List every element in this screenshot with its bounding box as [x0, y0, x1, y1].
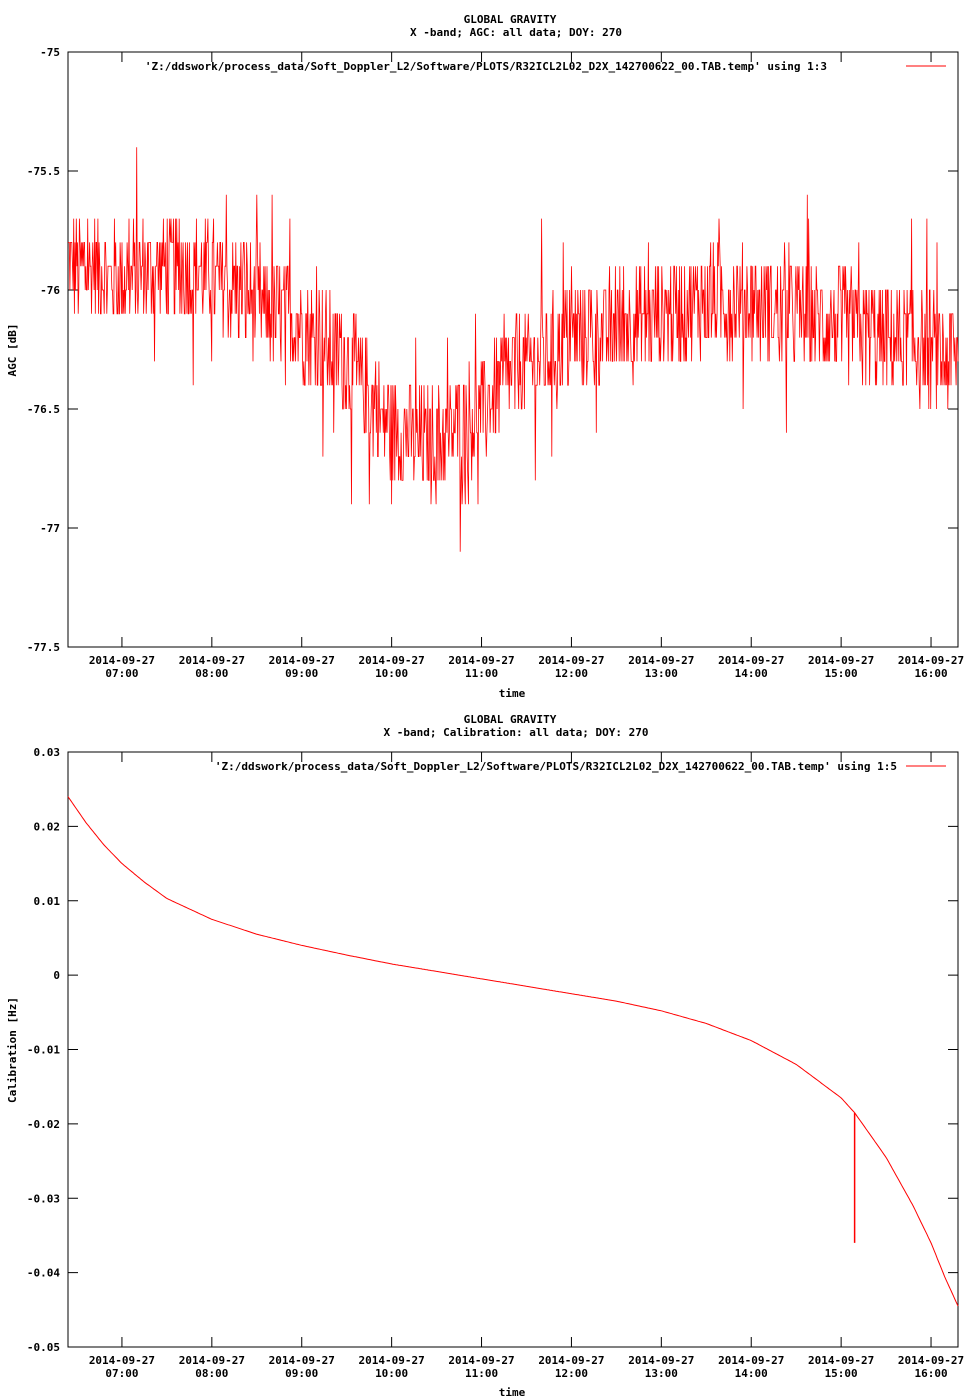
- y-tick-label: -76: [40, 284, 60, 297]
- x-tick-time-label: 13:00: [645, 1367, 678, 1380]
- y-tick-label: -0.05: [27, 1341, 60, 1354]
- x-tick-time-label: 15:00: [825, 1367, 858, 1380]
- x-tick-time-label: 12:00: [555, 1367, 588, 1380]
- calibration-chart: GLOBAL GRAVITY X -band; Calibration: all…: [6, 713, 964, 1399]
- chart-subtitle: X -band; Calibration: all data; DOY: 270: [384, 726, 649, 739]
- x-tick-time-label: 15:00: [825, 667, 858, 680]
- x-tick-date-label: 2014-09-27: [628, 654, 694, 667]
- y-tick-label: 0.03: [34, 746, 61, 759]
- x-tick-date-label: 2014-09-27: [718, 654, 784, 667]
- x-tick-date-label: 2014-09-27: [538, 654, 604, 667]
- x-tick-date-label: 2014-09-27: [448, 1354, 514, 1367]
- y-tick-label: -76.5: [27, 403, 60, 416]
- x-tick-time-label: 14:00: [735, 1367, 768, 1380]
- y-axis-label: AGC [dB]: [6, 324, 19, 377]
- x-tick-time-label: 11:00: [465, 1367, 498, 1380]
- y-tick-label: -0.03: [27, 1192, 60, 1205]
- x-tick-date-label: 2014-09-27: [718, 1354, 784, 1367]
- x-tick-date-label: 2014-09-27: [179, 654, 245, 667]
- x-tick-time-label: 16:00: [914, 667, 947, 680]
- x-tick-time-label: 14:00: [735, 667, 768, 680]
- x-tick-date-label: 2014-09-27: [898, 1354, 964, 1367]
- x-tick-time-label: 09:00: [285, 667, 318, 680]
- chart-title: GLOBAL GRAVITY: [464, 13, 557, 26]
- x-axis-label: time: [499, 687, 526, 700]
- x-tick-time-label: 10:00: [375, 667, 408, 680]
- x-tick-time-label: 10:00: [375, 1367, 408, 1380]
- x-tick-date-label: 2014-09-27: [89, 654, 155, 667]
- x-tick-date-label: 2014-09-27: [538, 1354, 604, 1367]
- x-axis-label: time: [499, 1386, 526, 1399]
- x-tick-time-label: 13:00: [645, 667, 678, 680]
- agc-chart: GLOBAL GRAVITY X -band; AGC: all data; D…: [6, 13, 964, 700]
- y-tick-label: 0.02: [34, 820, 61, 833]
- y-tick-label: 0.01: [34, 895, 61, 908]
- calibration-series-line: [67, 796, 959, 1307]
- x-tick-date-label: 2014-09-27: [269, 654, 335, 667]
- x-tick-date-label: 2014-09-27: [269, 1354, 335, 1367]
- x-tick-time-label: 07:00: [105, 1367, 138, 1380]
- x-tick-date-label: 2014-09-27: [179, 1354, 245, 1367]
- x-tick-time-label: 08:00: [195, 1367, 228, 1380]
- y-tick-label: -75: [40, 46, 60, 59]
- x-tick-date-label: 2014-09-27: [808, 1354, 874, 1367]
- x-tick-time-label: 08:00: [195, 667, 228, 680]
- x-tick-date-label: 2014-09-27: [359, 654, 425, 667]
- x-tick-time-label: 07:00: [105, 667, 138, 680]
- x-tick-time-label: 12:00: [555, 667, 588, 680]
- y-tick-label: -77.5: [27, 641, 60, 654]
- x-tick-date-label: 2014-09-27: [359, 1354, 425, 1367]
- y-tick-label: -77: [40, 522, 60, 535]
- x-tick-time-label: 09:00: [285, 1367, 318, 1380]
- x-tick-date-label: 2014-09-27: [89, 1354, 155, 1367]
- y-tick-label: -75.5: [27, 165, 60, 178]
- legend-entry: 'Z:/ddswork/process_data/Soft_Doppler_L2…: [215, 760, 897, 773]
- y-tick-label: -0.02: [27, 1118, 60, 1131]
- agc-series-line: [68, 147, 959, 552]
- x-tick-time-label: 16:00: [914, 1367, 947, 1380]
- y-axis-label: Calibration [Hz]: [6, 997, 19, 1103]
- x-tick-date-label: 2014-09-27: [898, 654, 964, 667]
- y-tick-label: 0: [53, 969, 60, 982]
- y-tick-label: -0.04: [27, 1267, 60, 1280]
- legend-entry: 'Z:/ddswork/process_data/Soft_Doppler_L2…: [145, 60, 827, 73]
- x-tick-date-label: 2014-09-27: [448, 654, 514, 667]
- x-tick-date-label: 2014-09-27: [808, 654, 874, 667]
- chart-title: GLOBAL GRAVITY: [464, 713, 557, 726]
- chart-subtitle: X -band; AGC: all data; DOY: 270: [410, 26, 622, 39]
- x-tick-date-label: 2014-09-27: [628, 1354, 694, 1367]
- y-tick-label: -0.01: [27, 1044, 60, 1057]
- x-tick-time-label: 11:00: [465, 667, 498, 680]
